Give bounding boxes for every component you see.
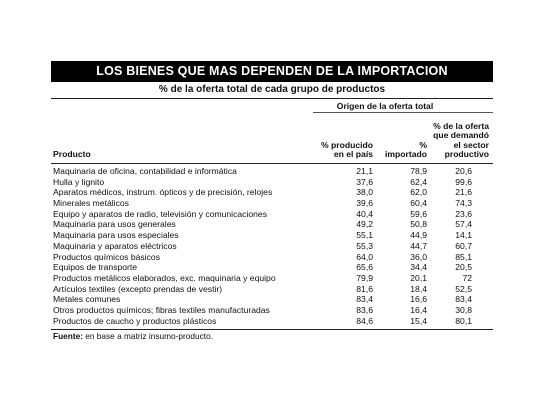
header-imported: % importado [384,139,427,160]
cell-productive-demand: 72 [462,272,472,283]
cell-productive-demand: 14,1 [455,230,472,241]
cell-productive-demand: 99,6 [455,176,472,187]
cell-imported: 78,9 [410,166,427,176]
cell-domestic: 64,0 [356,251,373,262]
group-header: Origen de la oferta total [336,101,434,111]
table-row: Maquinaria para usos generales 49,2 50,8 57… [51,219,493,230]
column-headers: Producto % producido en el país % import… [51,113,493,164]
table-row: Equipo y aparatos de radio, televisión y… [51,209,493,220]
table-row: Equipos de transporte 65,6 34,4 20,5 [51,262,493,273]
cell-productive-demand: 20,6 [455,166,472,176]
table-row: Artículos textiles (excepto prendas de v… [51,284,493,295]
cell-imported: 44,7 [410,240,427,251]
group-header-row: Origen de la oferta total [51,99,493,113]
cell-domestic: 79,9 [356,272,373,283]
data-table: LOS BIENES QUE MAS DEPENDEN DE LA IMPORT… [51,61,493,342]
cell-domestic: 65,6 [356,262,373,273]
cell-productive-demand: 20,5 [455,262,472,273]
cell-productive-demand: 74,3 [455,198,472,209]
cell-imported: 16,6 [410,294,427,305]
cell-product: Hulla y lignito [53,176,105,187]
cell-imported: 34,4 [410,262,427,273]
cell-product: Metales comunes [53,294,121,305]
header-product: Producto [53,149,91,160]
cell-imported: 20,1 [410,272,427,283]
cell-product: Maquinaria para usos especiales [53,230,179,241]
table-row: Otros productos químicos; fibras textile… [51,305,493,316]
cell-imported: 44,9 [410,230,427,241]
cell-product: Aparatos médicos, instrum. ópticos y de … [53,187,273,198]
cell-productive-demand: 52,5 [455,283,472,294]
cell-productive-demand: 21,6 [455,187,472,198]
cell-productive-demand: 85,1 [455,251,472,262]
table-row: Minerales metálicos 39,6 60,4 74,3 [51,198,493,209]
cell-product: Minerales metálicos [53,198,129,209]
header-domestic: % producido en el país [320,139,373,160]
table-title: LOS BIENES QUE MAS DEPENDEN DE LA IMPORT… [51,61,493,82]
cell-imported: 62,4 [410,176,427,187]
table-row: Aparatos médicos, instrum. ópticos y de … [51,187,493,198]
cell-imported: 36,0 [410,251,427,262]
cell-product: Otros productos químicos; fibras textile… [53,304,270,315]
table-row: Maquinaria y aparatos eléctricos 55,3 44,7… [51,241,493,252]
cell-domestic: 81,6 [356,283,373,294]
cell-domestic: 39,6 [356,198,373,209]
cell-domestic: 55,3 [356,240,373,251]
cell-domestic: 21,1 [356,166,373,176]
cell-product: Equipos de transporte [53,262,138,273]
cell-domestic: 38,0 [356,187,373,198]
table-row: Metales comunes 83,4 16,6 83,4 [51,294,493,305]
cell-product: Artículos textiles (excepto prendas de v… [53,283,223,294]
cell-imported: 15,4 [410,315,427,326]
cell-domestic: 40,4 [356,208,373,219]
table-subtitle: % de la oferta total de cada grupo de pr… [51,82,493,99]
cell-product: Productos metálicos elaborados, exc. maq… [53,272,276,283]
cell-product: Productos químicos básicos [53,251,160,262]
cell-domestic: 83,6 [356,304,373,315]
cell-productive-demand: 60,7 [455,240,472,251]
cell-domestic: 83,4 [356,294,373,305]
group-header-rule [313,112,493,113]
table-row: Productos metálicos elaborados, exc. maq… [51,273,493,284]
footnote-label: Fuente: [53,331,83,342]
cell-product: Maquinaria de oficina, contabilidad e in… [53,166,237,176]
header-productive-demand: % de la oferta que demandó el sector pro… [433,120,489,160]
table-row: Productos químicos básicos 64,0 36,0 85,1 [51,252,493,263]
cell-productive-demand: 23,6 [455,208,472,219]
cell-domestic: 84,6 [356,315,373,326]
cell-domestic: 37,6 [356,176,373,187]
footnote: Fuente: en base a matriz insumo-producto… [51,330,493,342]
cell-imported: 60,4 [410,198,427,209]
cell-domestic: 55,1 [356,230,373,241]
table-body: Maquinaria de oficina, contabilidad e in… [51,164,493,331]
cell-domestic: 49,2 [356,219,373,230]
footnote-text: en base a matriz insumo-producto. [82,331,214,342]
table-row: Maquinaria de oficina, contabilidad e in… [51,166,493,177]
cell-productive-demand: 30,8 [455,304,472,315]
cell-imported: 50,8 [410,219,427,230]
table-row: Maquinaria para usos especiales 55,1 44,9 1… [51,230,493,241]
cell-imported: 18,4 [410,283,427,294]
cell-productive-demand: 83,4 [455,294,472,305]
table-row: Hulla y lignito 37,6 62,4 99,6 [51,177,493,188]
cell-product: Maquinaria para usos generales [53,219,176,230]
cell-product: Maquinaria y aparatos eléctricos [53,240,177,251]
cell-product: Equipo y aparatos de radio, televisión y… [53,208,268,219]
table-row: Productos de caucho y productos plástico… [51,316,493,327]
cell-imported: 62,0 [410,187,427,198]
cell-productive-demand: 57,4 [455,219,472,230]
cell-productive-demand: 80,1 [455,315,472,326]
cell-imported: 16,4 [410,304,427,315]
cell-imported: 59,6 [410,208,427,219]
cell-product: Productos de caucho y productos plástico… [53,315,217,326]
